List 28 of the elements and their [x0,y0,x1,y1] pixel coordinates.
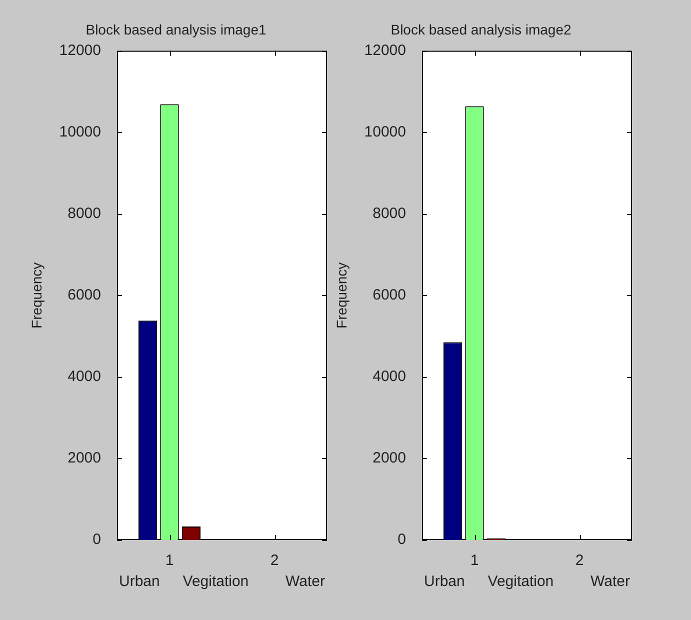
y-tick-label: 2000 [372,450,406,467]
y-tick-label: 2000 [68,450,101,467]
y-tick-label: 8000 [372,205,406,222]
y-tick-label: 10000 [59,123,101,140]
text: Urban [119,573,160,590]
y-axis-title: Frequency [28,262,44,328]
y-tick-label: 4000 [372,368,406,386]
chart-title: Block based analysis image2 [390,21,572,38]
y-axis-title: Frequency [333,262,350,328]
y-tick-label: 0 [92,531,101,548]
y-tick-label: 12000 [364,42,406,59]
y-tick-label: 6000 [68,286,101,304]
x-tick-label: 2 [575,552,584,570]
x-tick-label: 1 [165,552,174,570]
y-tick-label: 0 [398,531,406,548]
text: Vegitation [488,573,554,590]
text: Water [286,573,325,590]
text: Urban [424,573,465,590]
x-tick-label: 1 [470,552,479,570]
chart-title: Block based analysis image1 [86,21,266,38]
y-tick-label: 6000 [372,286,406,304]
text: Water [590,573,630,590]
text: Vegitation [182,573,249,590]
y-tick-label: 8000 [68,205,101,222]
y-tick-label: 12000 [59,42,101,59]
y-tick-label: 4000 [68,368,101,386]
x-tick-label: 2 [270,552,279,570]
y-tick-label: 10000 [364,123,406,140]
